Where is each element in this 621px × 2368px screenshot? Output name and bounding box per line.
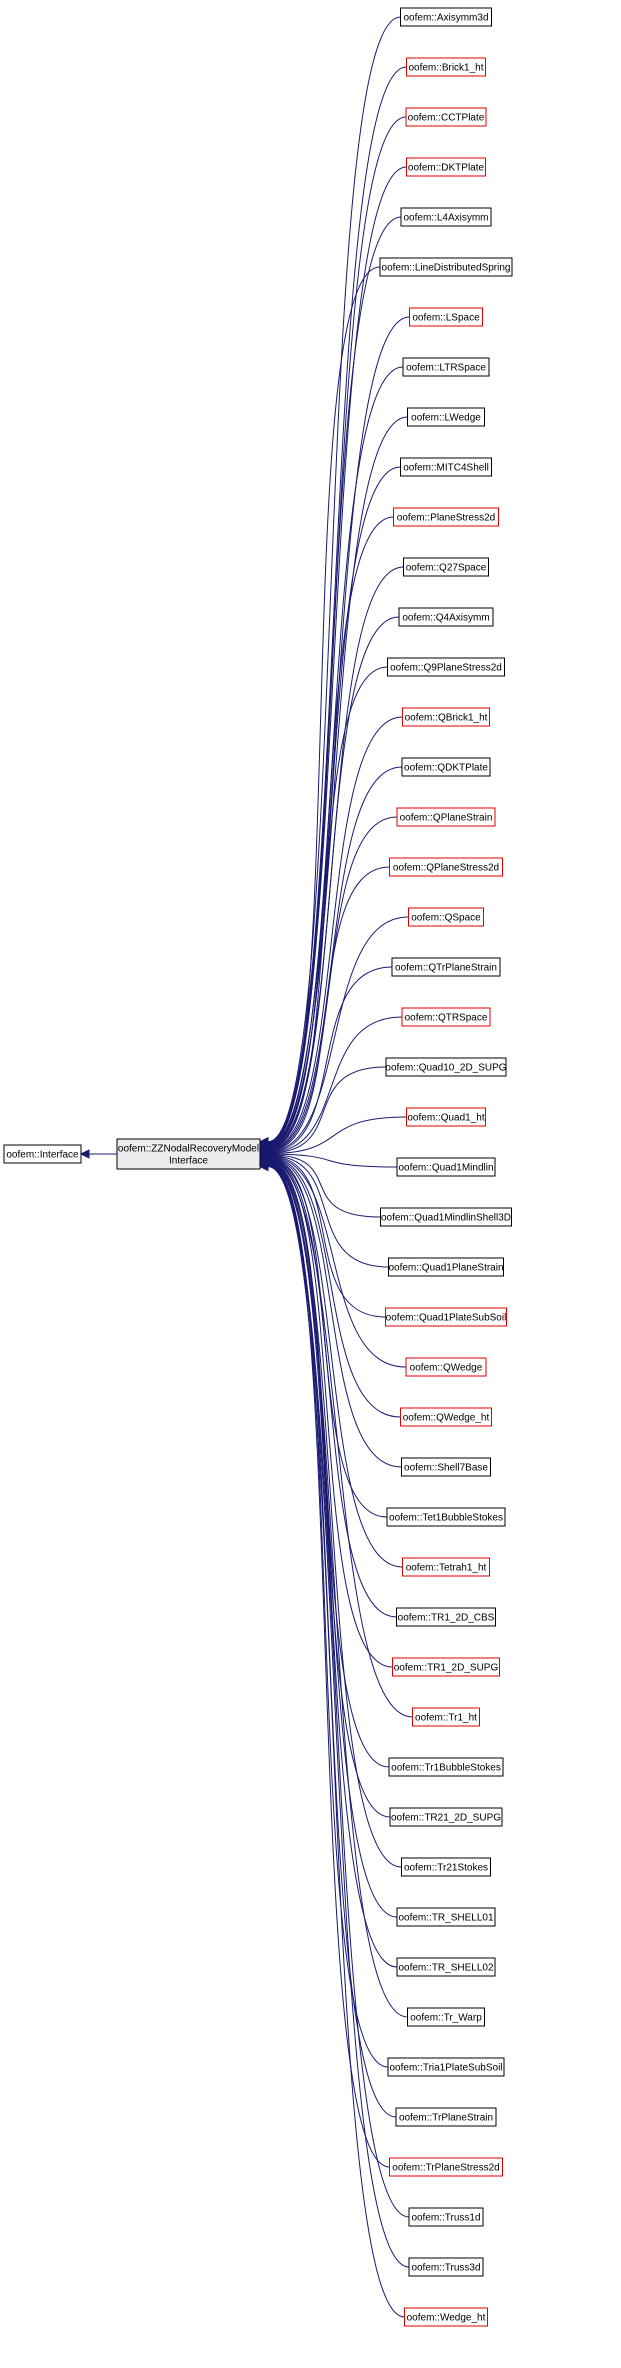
node-derived-label: oofem::QSpace bbox=[411, 913, 481, 924]
node-derived-label: oofem::Tr1_ht bbox=[415, 1713, 477, 1724]
node-derived-label: oofem::QBrick1_ht bbox=[405, 713, 488, 724]
node-derived-label: oofem::LTRSpace bbox=[406, 363, 486, 374]
node-center-label-1: oofem::ZZNodalRecoveryModel bbox=[118, 1144, 259, 1155]
node-derived-label: oofem::Quad1PlateSubSoil bbox=[386, 1313, 507, 1324]
node-derived-label: oofem::Truss1d bbox=[411, 2213, 480, 2224]
node-derived-label: oofem::Axisymm3d bbox=[403, 13, 488, 24]
node-derived-label: oofem::Q27Space bbox=[406, 563, 487, 574]
node-derived-label: oofem::Q4Axisymm bbox=[402, 613, 489, 624]
node-derived-label: oofem::TrPlaneStress2d bbox=[392, 2163, 499, 2174]
node-derived-label: oofem::DKTPlate bbox=[408, 163, 485, 174]
node-derived-label: oofem::L4Axisymm bbox=[403, 213, 488, 224]
node-derived-label: oofem::Quad1Mindlin bbox=[398, 1163, 493, 1174]
node-derived-label: oofem::Truss3d bbox=[411, 2263, 480, 2274]
node-derived-label: oofem::Tria1PlateSubSoil bbox=[389, 2063, 502, 2074]
node-derived-label: oofem::Brick1_ht bbox=[408, 63, 483, 74]
node-derived-label: oofem::TrPlaneStrain bbox=[399, 2113, 493, 2124]
node-derived-label: oofem::QDKTPlate bbox=[404, 763, 488, 774]
node-derived-label: oofem::Quad1MindlinShell3D bbox=[381, 1213, 511, 1224]
node-derived-label: oofem::LWedge bbox=[411, 413, 481, 424]
inheritance-diagram: oofem::Interface oofem::ZZNodalRecoveryMo… bbox=[0, 0, 621, 2368]
node-derived-label: oofem::TR1_2D_CBS bbox=[398, 1613, 495, 1624]
node-derived-label: oofem::MITC4Shell bbox=[403, 463, 489, 474]
node-derived-label: oofem::PlaneStress2d bbox=[397, 513, 495, 524]
node-derived-label: oofem::QTRSpace bbox=[405, 1013, 488, 1024]
node-derived-label: oofem::Q9PlaneStress2d bbox=[390, 663, 502, 674]
node-derived-label: oofem::CCTPlate bbox=[408, 113, 485, 124]
node-derived-label: oofem::TR_SHELL01 bbox=[398, 1913, 493, 1924]
node-derived-label: oofem::Tetrah1_ht bbox=[406, 1563, 487, 1574]
node-derived-label: oofem::QWedge_ht bbox=[403, 1413, 490, 1424]
node-derived-label: oofem::Wedge_ht bbox=[407, 2313, 486, 2324]
node-derived-label: oofem::TR1_2D_SUPG bbox=[394, 1663, 499, 1674]
node-derived-label: oofem::LSpace bbox=[412, 313, 480, 324]
node-derived-label: oofem::Quad10_2D_SUPG bbox=[385, 1063, 506, 1074]
node-derived-label: oofem::TR21_2D_SUPG bbox=[391, 1813, 501, 1824]
node-derived-label: oofem::QPlaneStrain bbox=[400, 813, 493, 824]
node-derived-label: oofem::TR_SHELL02 bbox=[398, 1963, 493, 1974]
node-derived-label: oofem::Tet1BubbleStokes bbox=[389, 1513, 503, 1524]
node-derived-label: oofem::LineDistributedSpring bbox=[382, 263, 511, 274]
node-derived-label: oofem::QTrPlaneStrain bbox=[395, 963, 497, 974]
node-derived-label: oofem::Shell7Base bbox=[404, 1463, 488, 1474]
node-derived-label: oofem::Tr_Warp bbox=[410, 2013, 482, 2024]
node-derived-label: oofem::Tr1BubbleStokes bbox=[391, 1763, 501, 1774]
node-derived-label: oofem::Quad1PlaneStrain bbox=[388, 1263, 503, 1274]
node-center-label-2: Interface bbox=[169, 1156, 208, 1167]
node-derived-label: oofem::Tr21Stokes bbox=[404, 1863, 488, 1874]
node-derived-label: oofem::QPlaneStress2d bbox=[393, 863, 499, 874]
node-derived-label: oofem::QWedge bbox=[410, 1363, 483, 1374]
node-interface-label: oofem::Interface bbox=[6, 1150, 79, 1161]
node-derived-label: oofem::Quad1_ht bbox=[407, 1113, 484, 1124]
